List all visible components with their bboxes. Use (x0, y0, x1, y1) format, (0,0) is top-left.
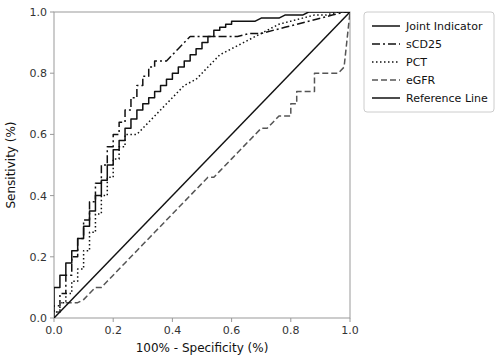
x-tick-label: 0.0 (45, 324, 63, 337)
page: {"chart_data": { "type": "line", "xlabel… (0, 0, 500, 362)
x-tick (113, 318, 114, 322)
y-tick-label: 0.2 (30, 251, 48, 264)
y-tick (50, 256, 54, 257)
y-tick (50, 134, 54, 135)
x-tick-label: 0.6 (223, 324, 241, 337)
x-tick (231, 318, 232, 322)
series-line (54, 12, 350, 318)
legend-label: sCD25 (406, 38, 442, 51)
legend-swatch (372, 25, 400, 27)
y-tick (50, 73, 54, 74)
x-tick (172, 318, 173, 322)
y-tick (50, 318, 54, 319)
y-tick-label: 0.8 (30, 67, 48, 80)
y-tick-label: 1.0 (30, 6, 48, 19)
series-group (54, 12, 350, 318)
legend-swatch (372, 97, 400, 99)
legend-label: PCT (406, 56, 427, 69)
x-axis-label: 100% - Specificity (%) (136, 341, 269, 355)
legend-swatch (372, 43, 400, 45)
series-line (54, 12, 350, 318)
x-tick-label: 0.4 (164, 324, 182, 337)
y-tick-label: 0.0 (30, 312, 48, 325)
y-tick-label: 0.6 (30, 128, 48, 141)
x-tick-label: 0.2 (104, 324, 122, 337)
legend: Joint Indicator sCD25 PCT eGFR Reference Lin… (364, 12, 494, 112)
x-tick (54, 318, 55, 322)
y-axis-label: Sensitivity (%) (4, 121, 18, 208)
legend-label: eGFR (406, 74, 436, 87)
axes: 0.0 0.2 0.4 0.6 0.8 1.0 0.0 0.2 0.4 0.6 0.8 1.0 (30, 6, 359, 337)
y-tick (50, 195, 54, 196)
legend-swatch (372, 79, 400, 81)
legend-swatch (372, 61, 400, 63)
y-tick-label: 0.4 (30, 190, 48, 203)
legend-label: Joint Indicator (405, 20, 483, 33)
series-line (54, 12, 350, 318)
legend-label: Reference Line (406, 92, 488, 105)
legend-box (364, 12, 494, 112)
chart: 0.0 0.2 0.4 0.6 0.8 1.0 0.0 0.2 0.4 0.6 0.8 1.0 100%… (0, 0, 500, 362)
series-line (54, 12, 350, 318)
x-tick-label: 1.0 (341, 324, 359, 337)
series-line (54, 12, 350, 318)
x-tick (350, 318, 351, 322)
x-tick (290, 318, 291, 322)
y-tick (50, 12, 54, 13)
plot-frame (54, 12, 350, 318)
x-tick-label: 0.8 (282, 324, 300, 337)
